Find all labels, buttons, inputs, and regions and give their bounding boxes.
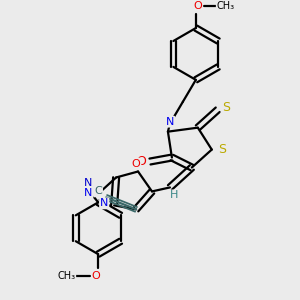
- Text: O: O: [136, 155, 146, 168]
- Text: N: N: [166, 117, 174, 127]
- Text: N: N: [84, 178, 92, 188]
- Text: H: H: [170, 190, 178, 200]
- Text: C: C: [94, 186, 102, 197]
- Text: CH₃: CH₃: [57, 271, 75, 281]
- Text: O: O: [92, 271, 100, 281]
- Text: CH₃: CH₃: [217, 1, 235, 11]
- Text: O: O: [132, 158, 140, 169]
- Text: N: N: [100, 198, 108, 208]
- Text: N: N: [84, 188, 92, 198]
- Text: S: S: [222, 101, 230, 114]
- Text: O: O: [194, 1, 202, 11]
- Text: S: S: [218, 143, 226, 156]
